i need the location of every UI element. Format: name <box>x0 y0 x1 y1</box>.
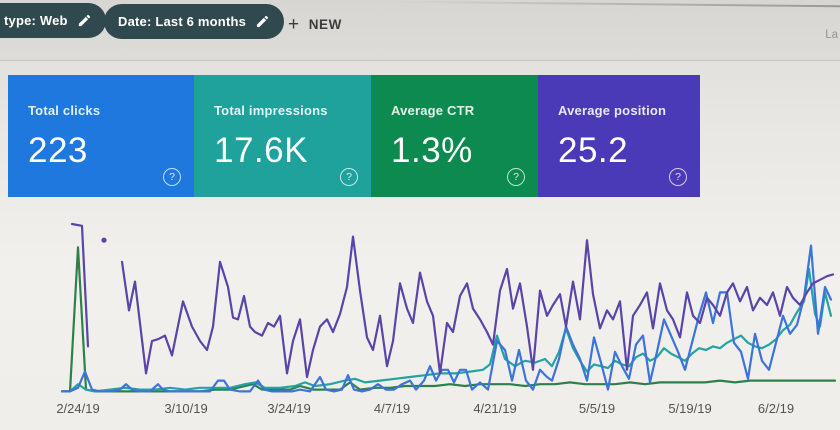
x-tick: 3/24/19 <box>267 401 311 416</box>
help-icon[interactable]: ? <box>340 168 358 186</box>
edit-pencil-icon[interactable] <box>255 14 270 29</box>
x-axis-ticks: 2/24/19 3/10/19 3/24/19 4/7/19 4/21/19 5… <box>0 401 840 421</box>
new-filter-label: NEW <box>308 16 342 32</box>
x-tick: 5/5/19 <box>578 401 616 416</box>
card-average-ctr[interactable]: Average CTR 1.3% ? <box>371 75 538 197</box>
x-tick: 6/2/19 <box>757 401 795 416</box>
new-filter-button[interactable]: + NEW <box>282 10 348 38</box>
chart-canvas[interactable] <box>0 210 840 410</box>
last-updated-partial-text: La <box>825 29 838 41</box>
card-value: 25.2 <box>558 131 629 170</box>
metric-cards: Total clicks 223 ? Total impressions 17.… <box>8 75 700 197</box>
card-label: Total impressions <box>214 103 328 118</box>
card-label: Total clicks <box>28 103 101 118</box>
x-tick: 3/10/19 <box>164 401 208 416</box>
filter-chip-search-type[interactable]: type: Web <box>0 3 106 38</box>
card-value: 223 <box>28 131 88 170</box>
x-tick: 4/7/19 <box>373 401 411 416</box>
filter-chip-date-label: Date: Last 6 months <box>118 14 247 29</box>
filter-chip-date[interactable]: Date: Last 6 months <box>104 4 285 39</box>
filter-toolbar: type: Web Date: Last 6 months + NEW La <box>0 0 840 61</box>
help-icon[interactable]: ? <box>669 168 687 186</box>
card-label: Average CTR <box>391 103 475 118</box>
performance-chart: 2/24/19 3/10/19 3/24/19 4/7/19 4/21/19 5… <box>0 210 840 430</box>
card-total-impressions[interactable]: Total impressions 17.6K ? <box>194 75 371 197</box>
card-label: Average position <box>558 103 667 118</box>
performance-report: Total clicks 223 ? Total impressions 17.… <box>0 61 840 430</box>
card-value: 17.6K <box>214 131 308 170</box>
x-tick: 5/19/19 <box>668 401 712 416</box>
edit-pencil-icon[interactable] <box>77 13 92 28</box>
plus-icon: + <box>288 13 300 35</box>
filter-chip-search-type-label: type: Web <box>4 13 68 28</box>
screen-bezel-edge <box>390 0 840 8</box>
card-total-clicks[interactable]: Total clicks 223 ? <box>8 75 194 197</box>
x-tick: 4/21/19 <box>473 401 517 416</box>
x-tick: 2/24/19 <box>56 401 100 416</box>
help-icon[interactable]: ? <box>163 168 181 186</box>
card-value: 1.3% <box>391 131 473 170</box>
help-icon[interactable]: ? <box>507 168 525 186</box>
card-average-position[interactable]: Average position 25.2 ? <box>538 75 700 197</box>
toolbar-separator <box>0 60 840 61</box>
